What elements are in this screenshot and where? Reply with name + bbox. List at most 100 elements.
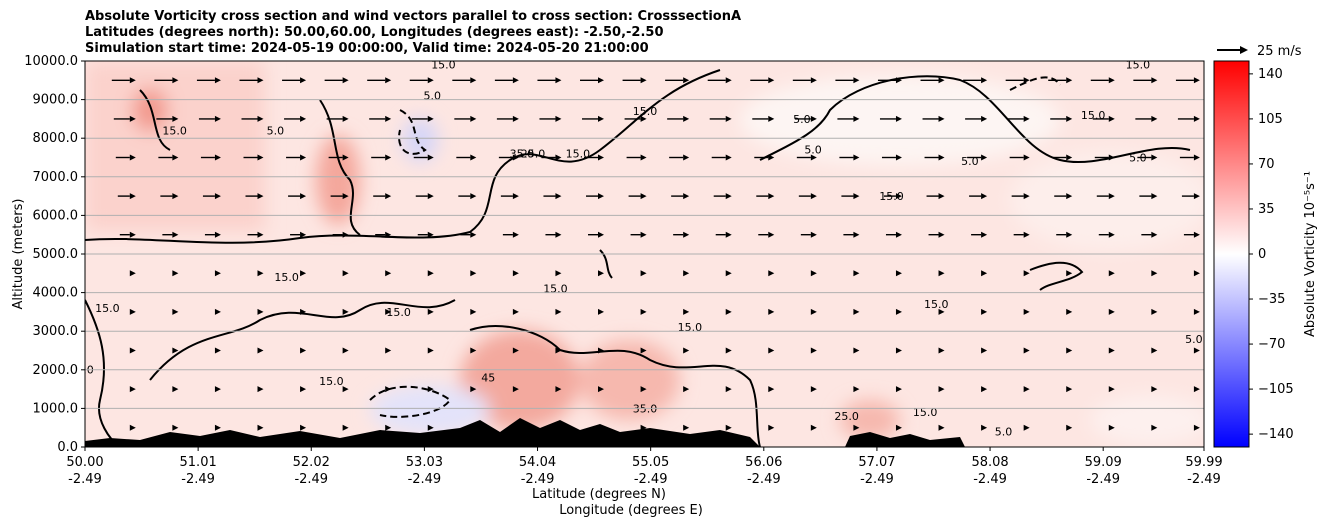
wind-vector-arrowhead-icon [683, 424, 690, 431]
wind-vector-arrowhead-icon [1023, 193, 1030, 200]
wind-vector-arrowhead-icon [768, 231, 775, 238]
x-tick-label: 59.09 [1085, 455, 1122, 470]
wind-vector-arrowhead-icon [938, 386, 945, 393]
wind-vector-arrowhead-icon [257, 193, 264, 200]
wind-vector-arrowhead-icon [1193, 115, 1200, 122]
wind-vector-arrowhead-icon [725, 308, 732, 315]
wind-vector-arrowhead-icon [385, 77, 392, 84]
wind-vector-arrowhead-icon [768, 424, 775, 431]
shade-patch [1090, 395, 1204, 445]
quiver-key: 25 m/s [1217, 44, 1302, 59]
wind-vector-arrowhead-icon [214, 386, 221, 393]
wind-vector-arrowhead-icon [172, 115, 179, 122]
x-tick-label-longitude: -2.49 [408, 472, 442, 487]
wind-vector-arrowhead-icon [172, 231, 179, 238]
x-axis-label-secondary: Longitude (degrees E) [559, 503, 703, 518]
shade-patch [460, 330, 580, 430]
wind-vector-arrowhead-icon [300, 231, 307, 238]
wind-vector-arrowhead-icon [1023, 424, 1030, 431]
contour-line [149, 299, 456, 381]
wind-vector-arrowhead-icon [853, 115, 860, 122]
wind-vector-arrowhead-icon [555, 424, 562, 431]
wind-vector-arrowhead-icon [385, 386, 392, 393]
wind-vector-arrowhead-icon [129, 424, 136, 431]
wind-vector-arrowhead-icon [895, 115, 902, 122]
x-tick-label: 58.08 [971, 455, 1008, 470]
contour-label: 5.0 [995, 425, 1013, 438]
wind-vector-arrowhead-icon [853, 424, 860, 431]
wind-vector-arrowhead-icon [598, 308, 605, 315]
wind-vector-arrowhead-icon [555, 115, 562, 122]
wind-vector-arrowhead-icon [257, 231, 264, 238]
wind-vector-arrowhead-icon [129, 270, 136, 277]
wind-vector-arrowhead-icon [1066, 386, 1073, 393]
wind-vector-arrowhead-icon [853, 386, 860, 393]
x-axis: 50.00 -2.49 51.01 -2.49 52.02 -2.49 53.03 -2.49… [66, 447, 1223, 487]
contour-line [599, 249, 613, 279]
wind-vector-arrowhead-icon [768, 77, 775, 84]
wind-vector-arrowhead-icon [555, 231, 562, 238]
vorticity-contours [85, 69, 1191, 447]
wind-vector-arrowhead-icon [981, 77, 988, 84]
wind-vector-arrowhead-icon [257, 154, 264, 161]
wind-vector-arrowhead-icon [214, 77, 221, 84]
y-axis-label: Altitude (meters) [11, 199, 26, 310]
contour-label: 15.0 [913, 406, 938, 419]
contour-label: 15.0 [543, 283, 568, 296]
wind-vector-arrowhead-icon [470, 154, 477, 161]
negative-contours [369, 76, 1061, 418]
chart-title: Absolute Vorticity cross section and win… [85, 9, 741, 56]
wind-vector-arrowhead-icon [895, 347, 902, 354]
wind-vector-arrowhead-icon [1066, 77, 1073, 84]
wind-vector-arrowhead-icon [214, 270, 221, 277]
wind-vector-arrowhead-icon [683, 154, 690, 161]
wind-vector-arrowhead-icon [1193, 424, 1200, 431]
wind-vector-arrowhead-icon [981, 347, 988, 354]
title-line-3: Simulation start time: 2024-05-19 00:00:… [85, 41, 649, 56]
wind-vector-arrowhead-icon [342, 193, 349, 200]
wind-vector-arrowhead-icon [683, 308, 690, 315]
wind-vector-arrowhead-icon [640, 115, 647, 122]
wind-vector-arrowhead-icon [257, 424, 264, 431]
wind-vector-arrowhead-icon [555, 347, 562, 354]
wind-vector-arrowhead-icon [853, 231, 860, 238]
wind-vector-arrowhead-icon [512, 347, 519, 354]
wind-vector-arrowhead-icon [342, 270, 349, 277]
contour-label: 15.0 [566, 148, 591, 161]
title-line-2: Latitudes (degrees north): 50.00,60.00, … [85, 25, 664, 40]
contour-label: 15.0 [274, 271, 299, 284]
colorbar-label: Absolute Vorticity 10⁻⁵s⁻¹ [1303, 171, 1318, 337]
y-tick-label: 9000.0 [33, 93, 79, 108]
wind-vector-arrowhead-icon [640, 347, 647, 354]
colorbar-gradient [1213, 60, 1250, 448]
wind-vector-arrowhead-icon [598, 231, 605, 238]
contour-label: 15.0 [162, 124, 187, 137]
wind-vector-arrowhead-icon [1193, 77, 1200, 84]
wind-vector-arrowhead-icon [1108, 154, 1115, 161]
wind-vector-arrowhead-icon [427, 154, 434, 161]
x-tick-label: 54.04 [519, 455, 556, 470]
wind-vector-arrowhead-icon [1108, 308, 1115, 315]
x-tick-label-longitude: -2.49 [181, 472, 215, 487]
x-tick-label: 56.06 [745, 455, 782, 470]
x-tick-label: 50.00 [66, 455, 103, 470]
wind-vector-arrowhead-icon [895, 424, 902, 431]
wind-vector-arrowhead-icon [853, 347, 860, 354]
wind-vector-arrowhead-icon [512, 270, 519, 277]
wind-vector-arrowhead-icon [725, 270, 732, 277]
wind-vector-arrowhead-icon [768, 308, 775, 315]
terrain-profile [845, 432, 965, 447]
wind-vector-arrowhead-icon [1108, 424, 1115, 431]
wind-vector-arrowhead-icon [981, 424, 988, 431]
plot-area: 15.015.015.05.015.015.0 5.035.025.0 15.015… [84, 60, 1205, 448]
wind-vector-arrowhead-icon [1151, 270, 1158, 277]
x-tick-label-longitude: -2.49 [973, 472, 1007, 487]
wind-vector-arrowhead-icon [342, 424, 349, 431]
x-tick-label-longitude: -2.49 [294, 472, 328, 487]
colorbar-tick-label: −105 [1258, 382, 1294, 397]
quiver-key-label: 25 m/s [1257, 44, 1302, 59]
y-tick-label: 4000.0 [33, 286, 79, 301]
wind-vector-arrowhead-icon [981, 154, 988, 161]
wind-vector-arrowhead-icon [257, 308, 264, 315]
wind-vector-arrowhead-icon [555, 270, 562, 277]
